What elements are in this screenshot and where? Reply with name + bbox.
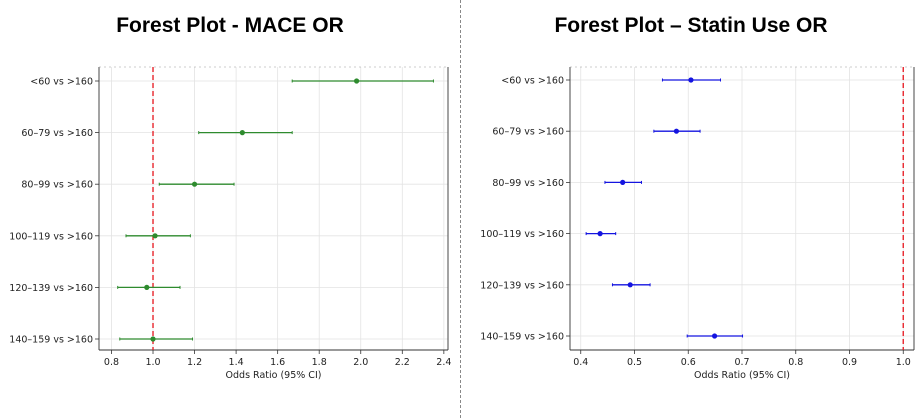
x-tick-label: 1.6 xyxy=(270,357,285,368)
statin-chart-panel: Forest Plot – Statin Use OR 0.4 0.5 0.6 0.7… xyxy=(462,0,920,418)
statin-forest-plot: 0.4 0.5 0.6 0.7 0.8 0.9 1.0 <60 vs >160 60–79 vs… xyxy=(480,66,915,381)
point-estimate xyxy=(191,181,198,187)
point-estimate xyxy=(152,233,158,239)
x-tick-label: 0.9 xyxy=(842,357,857,368)
panel-divider xyxy=(460,0,461,418)
point-estimate xyxy=(144,284,150,290)
point-estimate xyxy=(627,282,633,288)
y-tick-label: <60 vs >160 xyxy=(30,77,93,88)
mace-forest-plot: 0.8 1.0 1.2 1.4 1.6 1.8 2.0 2.2 2.4 <60 vs >160 60… xyxy=(9,66,451,381)
x-tick-label: 2.0 xyxy=(353,357,368,368)
point-estimate xyxy=(673,128,680,134)
x-tick-label: 2.2 xyxy=(395,357,410,368)
x-tick-label: 0.6 xyxy=(681,357,696,368)
y-tick-label: <60 vs >160 xyxy=(501,76,564,87)
x-tick-label: 1.0 xyxy=(896,357,911,368)
y-tick-label: 100–119 vs >160 xyxy=(480,229,564,240)
x-tick-label: 1.8 xyxy=(312,357,327,368)
x-tick-label: 0.5 xyxy=(627,357,642,368)
y-tick-label: 60–79 vs >160 xyxy=(21,128,93,139)
y-tick-label: 80–99 vs >160 xyxy=(492,178,564,189)
y-tick-label: 140–159 vs >160 xyxy=(9,335,93,346)
x-tick-label: 1.2 xyxy=(187,357,202,368)
y-tick-label: 120–139 vs >160 xyxy=(9,283,93,294)
y-tick-label: 60–79 vs >160 xyxy=(492,127,564,138)
x-axis-label: Odds Ratio (95% CI) xyxy=(226,370,322,381)
y-tick-label: 80–99 vs >160 xyxy=(21,180,93,191)
y-tick-label: 100–119 vs >160 xyxy=(9,231,93,242)
chart-title: Forest Plot - MACE OR xyxy=(116,14,344,37)
y-tick-label: 120–139 vs >160 xyxy=(480,280,564,291)
x-tick-label: 1.0 xyxy=(145,357,160,368)
x-tick-label: 0.7 xyxy=(734,357,749,368)
point-estimate xyxy=(353,78,360,84)
point-estimate xyxy=(597,231,603,237)
x-tick-label: 0.8 xyxy=(788,357,803,368)
x-axis-label: Odds Ratio (95% CI) xyxy=(694,370,790,381)
point-estimate xyxy=(239,130,245,136)
x-tick-label: 1.4 xyxy=(229,357,244,368)
x-tick-label: 2.4 xyxy=(436,357,451,368)
mace-chart-panel: Forest Plot - MACE OR 0.8 1.0 1.2 1.4 1.6 1.8… xyxy=(9,14,451,381)
point-estimate xyxy=(711,333,718,339)
point-estimate xyxy=(688,77,694,83)
point-estimate xyxy=(620,179,626,185)
point-estimate xyxy=(150,336,156,342)
y-tick-label: 140–159 vs >160 xyxy=(480,332,564,343)
x-tick-label: 0.8 xyxy=(104,357,119,368)
chart-title: Forest Plot – Statin Use OR xyxy=(554,14,828,37)
x-tick-label: 0.4 xyxy=(573,357,588,368)
